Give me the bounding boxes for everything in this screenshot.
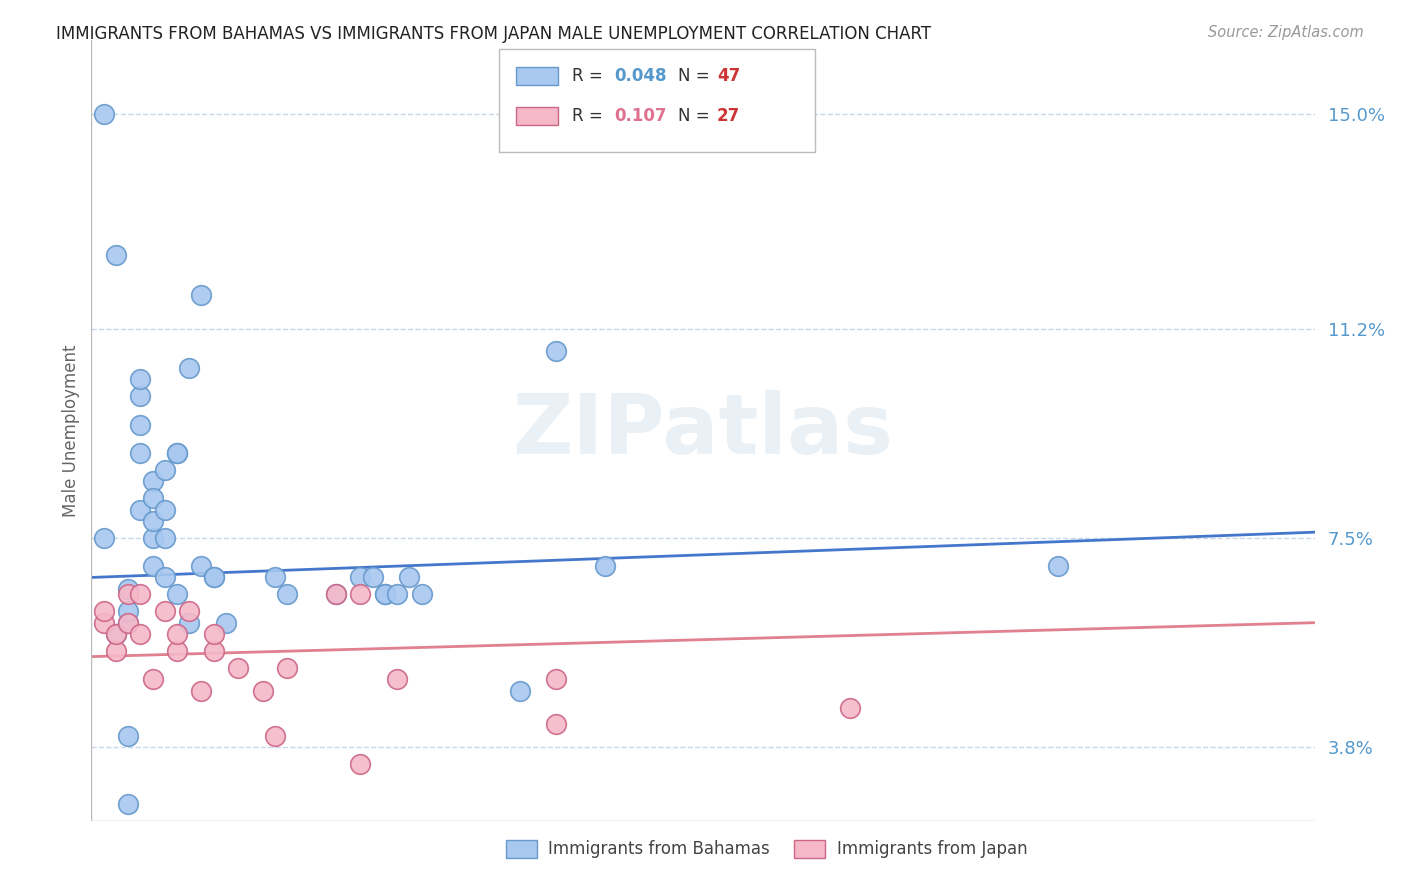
Point xyxy=(117,587,139,601)
Text: ZIPatlas: ZIPatlas xyxy=(513,390,893,471)
Point xyxy=(1046,559,1069,574)
Point xyxy=(385,672,409,686)
Point xyxy=(153,502,176,516)
Point xyxy=(129,502,152,516)
Point xyxy=(361,570,384,584)
Point xyxy=(117,604,139,618)
Point xyxy=(509,683,531,698)
Text: 47: 47 xyxy=(717,67,741,85)
Point xyxy=(129,587,152,601)
Point xyxy=(153,531,176,545)
Point xyxy=(349,587,371,601)
Point xyxy=(325,587,347,601)
Point xyxy=(93,604,115,618)
Point xyxy=(190,559,212,574)
Point xyxy=(141,531,163,545)
Point xyxy=(117,582,139,596)
Point xyxy=(349,757,371,772)
Point xyxy=(117,615,139,630)
Point xyxy=(104,627,127,641)
Point xyxy=(129,627,152,641)
Point xyxy=(166,587,188,601)
Point xyxy=(202,627,225,641)
Point xyxy=(129,389,152,403)
Text: IMMIGRANTS FROM BAHAMAS VS IMMIGRANTS FROM JAPAN MALE UNEMPLOYMENT CORRELATION C: IMMIGRANTS FROM BAHAMAS VS IMMIGRANTS FR… xyxy=(56,25,931,43)
Point xyxy=(93,106,115,120)
Point xyxy=(264,729,287,743)
Point xyxy=(411,587,433,601)
Point xyxy=(129,446,152,460)
Point xyxy=(104,644,127,658)
Point xyxy=(838,700,860,714)
Text: 0.048: 0.048 xyxy=(614,67,666,85)
Point xyxy=(398,570,420,584)
Point xyxy=(153,463,176,477)
Point xyxy=(546,672,568,686)
Point xyxy=(593,559,616,574)
Point xyxy=(385,587,409,601)
Point xyxy=(546,344,568,359)
Point xyxy=(202,644,225,658)
Text: Immigrants from Bahamas: Immigrants from Bahamas xyxy=(548,840,770,858)
Point xyxy=(190,683,212,698)
Text: Immigrants from Japan: Immigrants from Japan xyxy=(837,840,1028,858)
Text: R =: R = xyxy=(572,107,609,125)
Point xyxy=(264,570,287,584)
Point xyxy=(104,248,127,262)
Point xyxy=(129,417,152,432)
Point xyxy=(226,661,249,675)
Point xyxy=(141,514,163,528)
Point xyxy=(276,661,298,675)
Point xyxy=(129,372,152,386)
Point xyxy=(104,627,127,641)
Point xyxy=(179,361,201,376)
Point xyxy=(117,729,139,743)
Point xyxy=(117,615,139,630)
Point xyxy=(179,604,201,618)
Point xyxy=(141,559,163,574)
Point xyxy=(166,627,188,641)
Point xyxy=(276,587,298,601)
Point xyxy=(179,615,201,630)
Text: N =: N = xyxy=(678,67,714,85)
Point xyxy=(93,615,115,630)
Point xyxy=(374,587,396,601)
Text: R =: R = xyxy=(572,67,609,85)
Point xyxy=(190,287,212,301)
Point xyxy=(153,604,176,618)
Point xyxy=(166,446,188,460)
Point xyxy=(93,531,115,545)
Text: N =: N = xyxy=(678,107,714,125)
Point xyxy=(202,570,225,584)
Point xyxy=(349,570,371,584)
Point xyxy=(325,587,347,601)
Text: 0.107: 0.107 xyxy=(614,107,666,125)
Point xyxy=(546,717,568,731)
Point xyxy=(166,446,188,460)
Point xyxy=(166,644,188,658)
Point xyxy=(215,615,238,630)
Point xyxy=(141,672,163,686)
Point xyxy=(202,570,225,584)
Point xyxy=(117,797,139,811)
Point xyxy=(141,491,163,506)
Point xyxy=(153,570,176,584)
Text: Source: ZipAtlas.com: Source: ZipAtlas.com xyxy=(1208,25,1364,40)
Point xyxy=(141,475,163,489)
Point xyxy=(374,587,396,601)
Point xyxy=(252,683,274,698)
Y-axis label: Male Unemployment: Male Unemployment xyxy=(62,344,80,516)
Text: 27: 27 xyxy=(717,107,741,125)
